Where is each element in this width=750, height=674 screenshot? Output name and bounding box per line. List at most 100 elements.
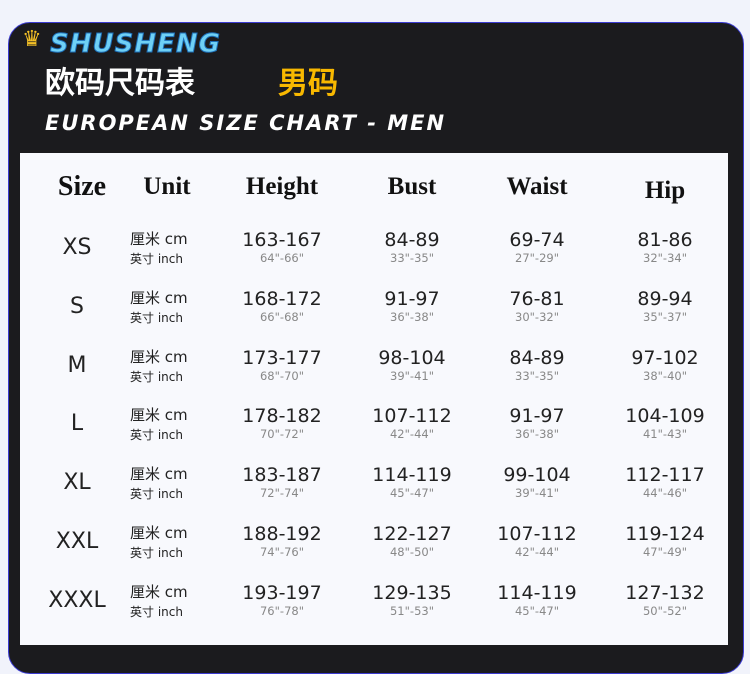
height-inch: 68"-70" [259,368,304,383]
size-table: Size Unit Height Bust Waist Hip XS 厘米 cm… [20,153,728,645]
waist-inch: 39"-41" [515,486,559,501]
hip-cell: 119-124 47"-49" [625,523,704,559]
hip-cell: 112-117 44"-46" [625,464,704,500]
height-inch: 74"-76" [259,545,304,559]
title-cn: 欧码尺码表 [45,66,195,101]
waist-inch: 30"-32" [515,309,559,324]
unit-inch: 英寸 inch [130,604,183,619]
hip-cm: 89-94 [637,287,693,310]
table-row: S 厘米 cm 英寸 inch 168-172 66"-68" 91-97 36"-38"… [20,288,728,352]
height-cell: 193-197 76"-78" [242,582,321,618]
title-en: EUROPEAN SIZE CHART - MEN [45,111,447,135]
hip-cm: 97-102 [631,346,699,369]
hip-cell: 127-132 50"-52" [625,582,704,618]
table-row: XXXL 厘米 cm 英寸 inch 193-197 76"-78" 129-135 51… [20,582,728,646]
table-row: M 厘米 cm 英寸 inch 173-177 68"-70" 98-104 39"-41… [20,347,728,411]
bust-cell: 84-89 33"-35" [384,229,439,265]
waist-cell: 107-112 42"-44" [497,523,576,559]
waist-cm: 99-104 [503,464,571,487]
table-row: XS 厘米 cm 英寸 inch 163-167 64"-66" 84-89 33"-35… [20,229,728,293]
unit-cell: 厘米 cm 英寸 inch [130,582,188,622]
height-inch: 64"-66" [259,251,304,265]
unit-inch: 英寸 inch [130,487,183,502]
unit-cm: 厘米 cm [130,347,188,366]
bust-inch: 42"-44" [389,427,434,442]
unit-inch: 英寸 inch [130,428,183,443]
header-hip: Hip [644,177,686,204]
bust-inch: 33"-35" [390,251,434,265]
unit-cell: 厘米 cm 英寸 inch [130,523,188,563]
bust-cm: 91-97 [384,287,440,310]
hip-inch: 41"-43" [642,427,687,442]
height-cm: 168-172 [242,287,322,310]
unit-cm: 厘米 cm [130,230,188,248]
header-size: Size [57,171,107,202]
height-cell: 173-177 68"-70" [242,347,321,383]
hip-cm: 104-109 [625,405,705,428]
unit-cell: 厘米 cm 英寸 inch [130,464,188,504]
size-label: XL [63,470,91,496]
hip-cm: 81-86 [637,229,693,251]
header-bust: Bust [387,173,437,200]
waist-cm: 91-97 [509,405,565,428]
unit-inch: 英寸 inch [130,252,183,266]
header-waist: Waist [506,173,568,200]
bust-inch: 51"-53" [389,603,434,618]
waist-inch: 36"-38" [515,427,559,442]
waist-cell: 114-119 45"-47" [497,582,576,618]
height-cm: 173-177 [242,346,322,369]
bust-cell: 129-135 51"-53" [372,582,451,618]
waist-cm: 76-81 [509,287,565,310]
hip-cm: 127-132 [625,581,705,604]
hip-cm: 112-117 [625,464,705,487]
unit-cell: 厘米 cm 英寸 inch [130,405,188,445]
height-inch: 76"-78" [259,603,304,618]
table-row: XL 厘米 cm 英寸 inch 183-187 72"-74" 114-119 45"-… [20,464,728,528]
height-cell: 188-192 74"-76" [242,523,321,559]
table-row: XXL 厘米 cm 英寸 inch 188-192 74"-76" 122-127 48"… [20,523,728,587]
bust-cm: 107-112 [372,405,452,428]
bust-cell: 91-97 36"-38" [384,288,439,324]
hip-inch: 35"-37" [643,309,687,324]
waist-inch: 33"-35" [515,368,559,383]
bust-cm: 129-135 [372,581,452,604]
bust-inch: 39"-41" [390,368,434,383]
hip-inch: 44"-46" [642,486,687,501]
size-label: S [70,293,84,319]
unit-inch: 英寸 inch [130,369,183,384]
height-inch: 72"-74" [259,486,304,501]
brand-logo: SHUSHENG [50,29,221,60]
unit-cm: 厘米 cm [130,524,188,542]
hip-inch: 50"-52" [642,603,687,618]
size-label: XXXL [48,587,106,613]
waist-cm: 84-89 [509,346,565,369]
waist-cell: 84-89 33"-35" [509,347,564,383]
title-cn-accent: 男码 [278,66,338,101]
waist-inch: 45"-47" [514,603,559,618]
height-cm: 193-197 [242,581,322,604]
size-label: M [67,352,87,378]
unit-cm: 厘米 cm [130,582,188,601]
header-unit: Unit [143,173,191,200]
table-row: L 厘米 cm 英寸 inch 178-182 70"-72" 107-112 42"-4… [20,405,728,469]
height-cell: 178-182 70"-72" [242,405,321,441]
bust-inch: 45"-47" [389,486,434,501]
height-cell: 168-172 66"-68" [242,288,321,324]
unit-inch: 英寸 inch [130,310,183,325]
hip-inch: 32"-34" [643,251,687,265]
waist-cell: 99-104 39"-41" [503,464,570,500]
hip-cell: 81-86 32"-34" [637,229,692,265]
unit-cell: 厘米 cm 英寸 inch [130,229,188,269]
size-label: L [70,411,84,437]
unit-cm: 厘米 cm [130,288,188,307]
size-label: XXL [55,529,99,554]
unit-cell: 厘米 cm 英寸 inch [130,347,188,387]
waist-cm: 107-112 [497,523,577,545]
waist-cell: 76-81 30"-32" [509,288,564,324]
height-cm: 163-167 [242,229,322,251]
bust-cell: 114-119 45"-47" [372,464,451,500]
height-cm: 188-192 [242,523,322,545]
height-inch: 70"-72" [259,427,304,442]
unit-cm: 厘米 cm [130,406,188,425]
bust-cm: 84-89 [384,229,440,251]
